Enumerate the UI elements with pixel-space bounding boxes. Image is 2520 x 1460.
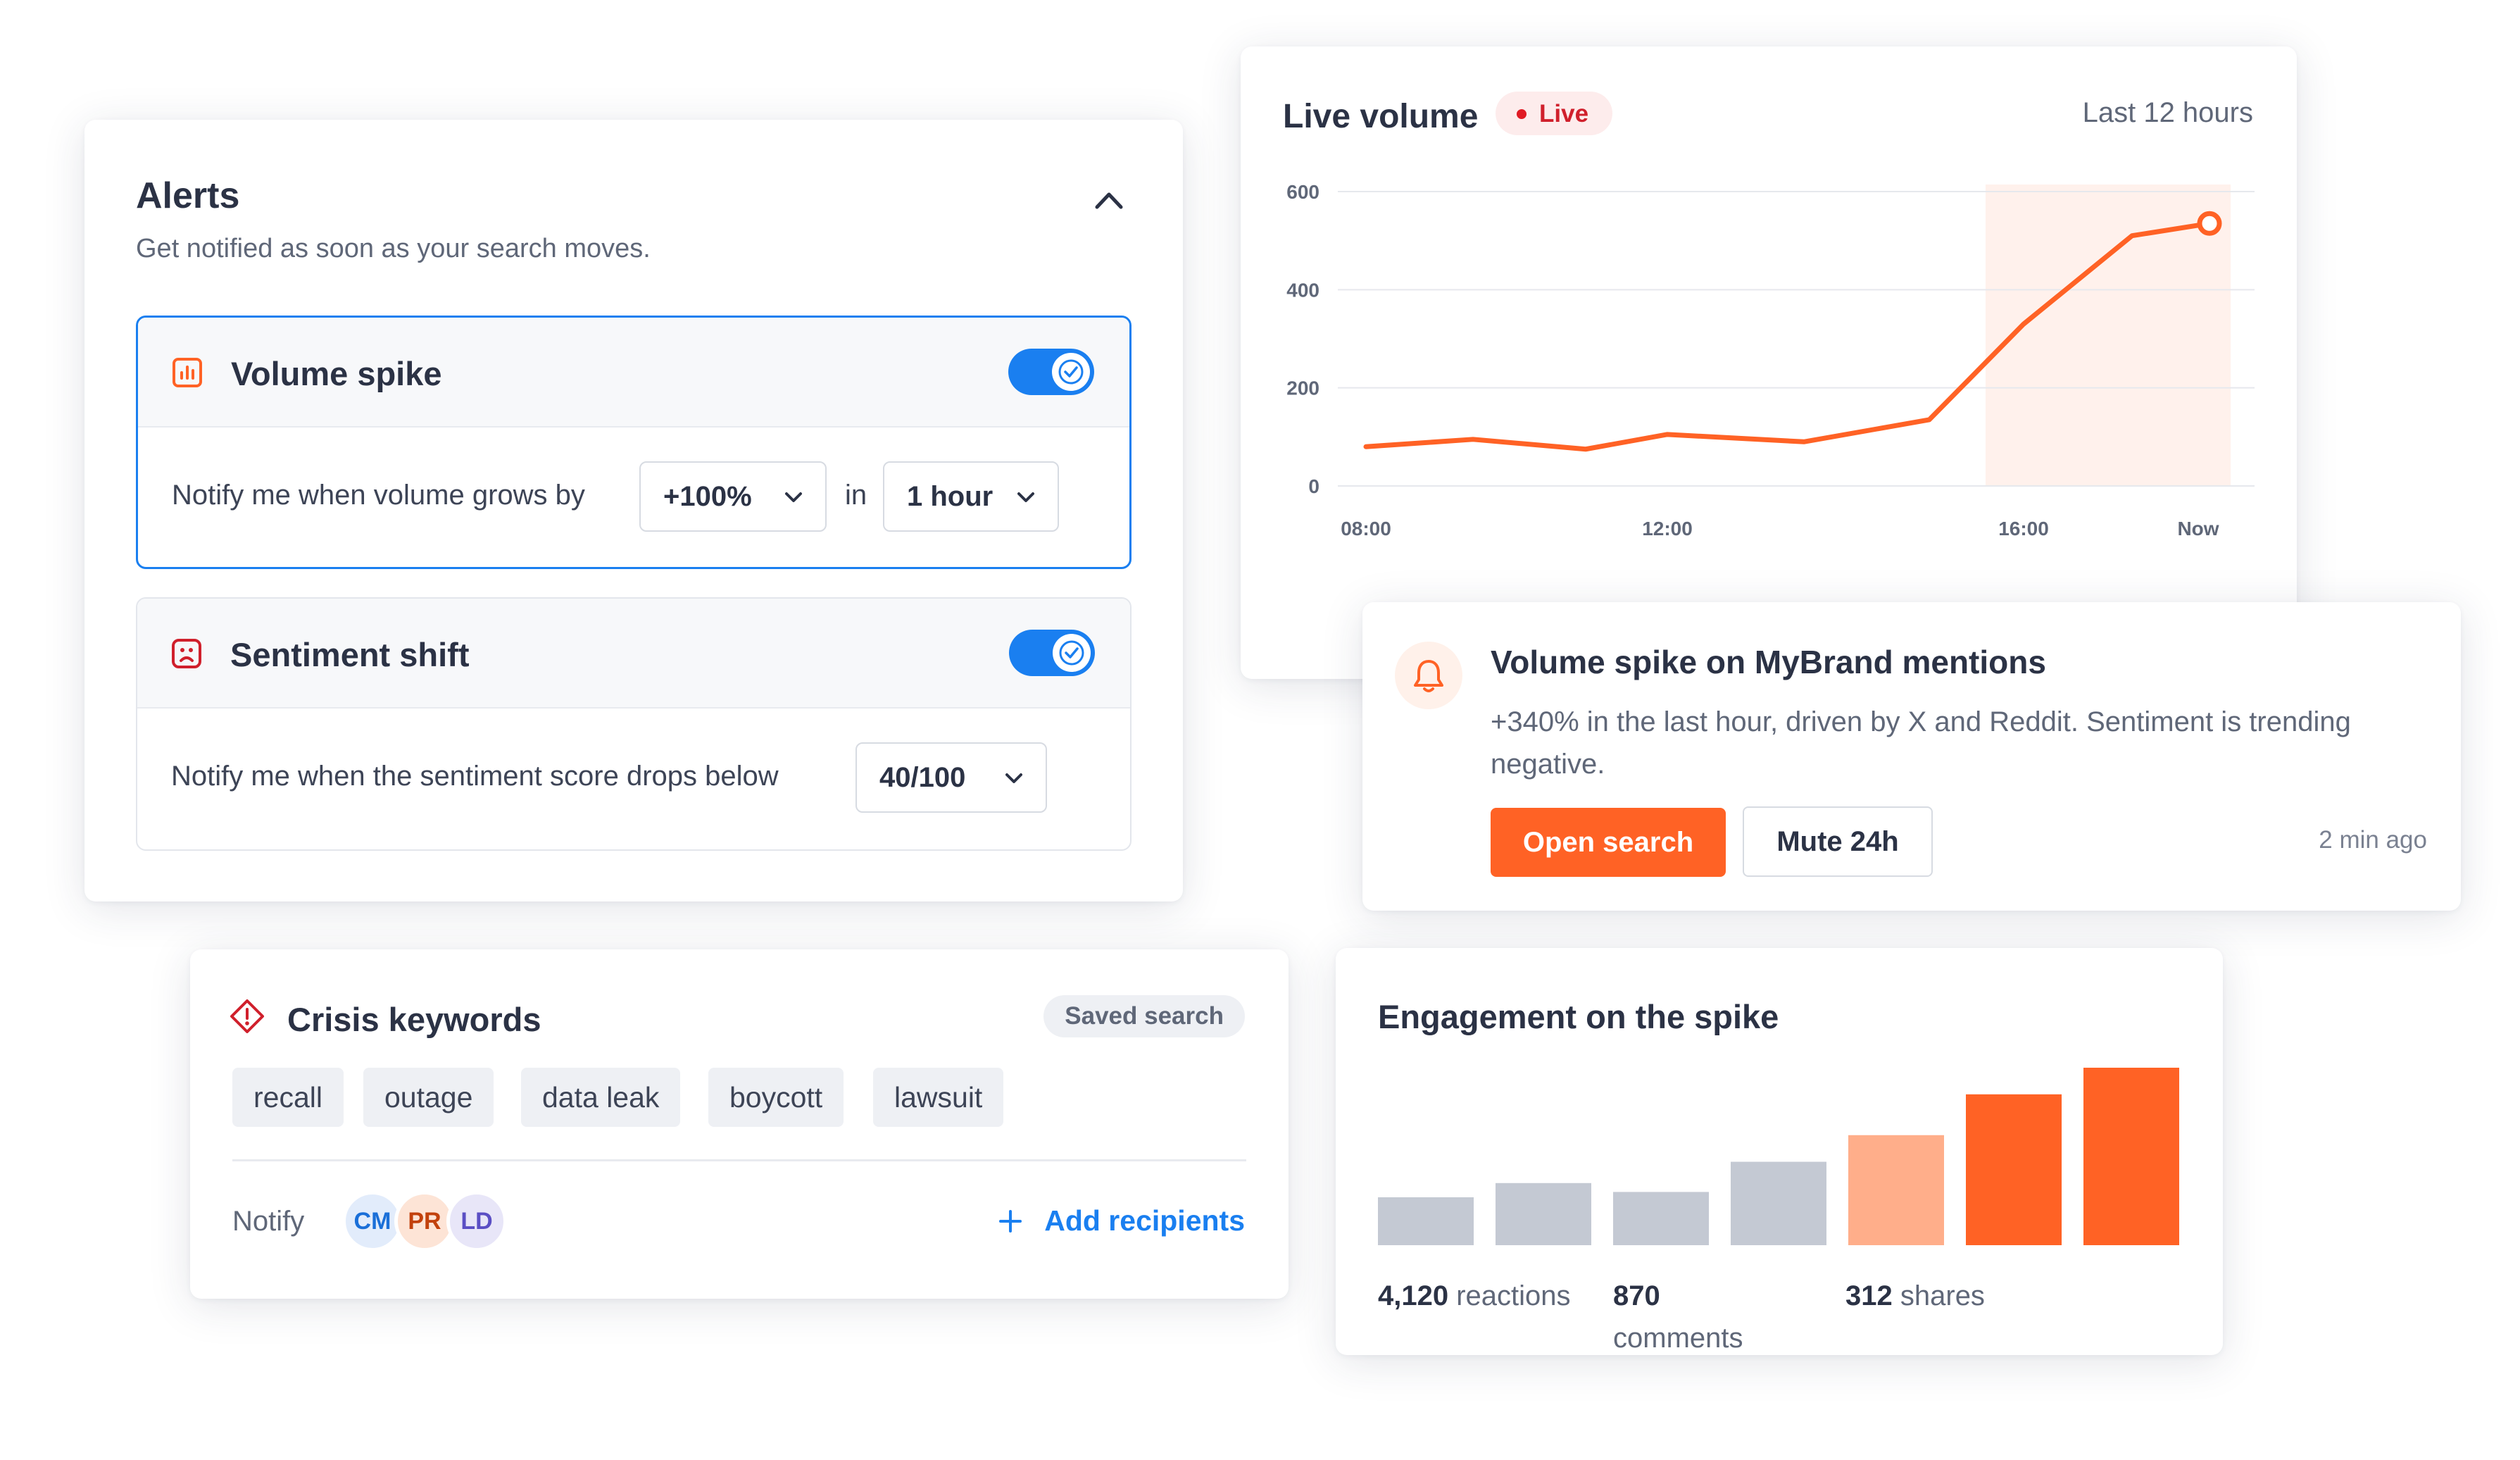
chevron-down-icon bbox=[1017, 492, 1034, 502]
y-tick-label: 600 bbox=[1286, 181, 1319, 203]
rule-name: Sentiment shift bbox=[230, 636, 470, 673]
alerts-title: Alerts bbox=[136, 175, 240, 216]
live-volume-chart: 0 200 400 600 08:00 12:00 16:00 Now bbox=[1286, 181, 2255, 539]
select-value: +100% bbox=[663, 481, 752, 512]
growth-threshold-select[interactable]: +100% bbox=[639, 461, 827, 532]
x-tick-label: 12:00 bbox=[1642, 518, 1693, 539]
stat-comments: 870 comments bbox=[1613, 1275, 1782, 1359]
connector-text: in bbox=[845, 480, 867, 511]
stat-label: comments bbox=[1613, 1323, 1743, 1354]
select-value: 1 hour bbox=[907, 481, 993, 512]
warning-diamond-icon bbox=[230, 999, 264, 1033]
engagement-bar bbox=[1378, 1197, 1474, 1245]
alerts-subtitle: Get notified as soon as your search move… bbox=[136, 234, 651, 263]
notification-time: 2 min ago bbox=[2319, 826, 2427, 854]
stat-value: 312 bbox=[1845, 1280, 1893, 1311]
engagement-bar bbox=[1496, 1183, 1591, 1245]
stat-shares: 312 shares bbox=[1845, 1275, 1985, 1317]
rule-body: Notify me when the sentiment score drops… bbox=[137, 709, 1130, 847]
x-tick-label: 08:00 bbox=[1341, 518, 1391, 539]
bar-chart-icon bbox=[173, 358, 202, 387]
alerts-card: Alerts Get notified as soon as your sear… bbox=[84, 120, 1183, 901]
rule-condition-text: Notify me when volume grows by bbox=[172, 480, 585, 511]
bell-icon bbox=[1414, 660, 1443, 692]
time-range-label[interactable]: Last 12 hours bbox=[2082, 97, 2253, 128]
live-badge: Live bbox=[1496, 92, 1612, 135]
saved-search-badge: Saved search bbox=[1043, 995, 1245, 1037]
rule-body: Notify me when volume grows by +100% in … bbox=[138, 428, 1129, 566]
open-search-button[interactable]: Open search bbox=[1491, 808, 1726, 877]
notify-label: Notify bbox=[232, 1206, 305, 1237]
x-tick-label: Now bbox=[2177, 518, 2219, 539]
engagement-bar bbox=[1966, 1094, 2062, 1245]
check-icon bbox=[1059, 640, 1084, 666]
engagement-card: Engagement on the spike 4,120 reactions … bbox=[1336, 948, 2223, 1355]
chevron-down-icon bbox=[1005, 773, 1022, 783]
volume-line bbox=[1363, 220, 2212, 452]
add-recipients-button[interactable]: Add recipients bbox=[999, 1204, 1245, 1237]
rule-sentiment-shift: Sentiment shift Notify me when the senti… bbox=[136, 597, 1132, 851]
highlight-band bbox=[1986, 185, 2231, 486]
stat-value: 870 bbox=[1613, 1280, 1660, 1311]
sentiment-threshold-select[interactable]: 40/100 bbox=[855, 742, 1047, 813]
engagement-bar bbox=[1731, 1161, 1826, 1245]
keyword-chip[interactable]: lawsuit bbox=[873, 1068, 1004, 1127]
engagement-bar bbox=[1613, 1192, 1709, 1245]
select-value: 40/100 bbox=[879, 762, 966, 793]
divider bbox=[232, 1159, 1246, 1161]
stat-reactions: 4,120 reactions bbox=[1378, 1275, 1571, 1317]
time-window-select[interactable]: 1 hour bbox=[883, 461, 1059, 532]
chevron-up-icon[interactable] bbox=[1091, 185, 1127, 213]
plus-icon bbox=[999, 1210, 1022, 1233]
live-volume-title: Live volume bbox=[1283, 98, 1479, 135]
live-dot-icon bbox=[1517, 109, 1527, 119]
y-tick-label: 200 bbox=[1286, 378, 1319, 399]
live-badge-label: Live bbox=[1539, 100, 1589, 127]
add-recipients-label: Add recipients bbox=[1044, 1204, 1245, 1237]
keyword-chip[interactable]: recall bbox=[232, 1068, 344, 1127]
engagement-bar-chart bbox=[1378, 1068, 2179, 1245]
mute-button[interactable]: Mute 24h bbox=[1743, 806, 1933, 877]
crisis-keywords-card: Crisis keywords Saved search recall outa… bbox=[190, 949, 1289, 1299]
sentiment-shift-toggle[interactable] bbox=[1009, 630, 1095, 676]
rule-header: Sentiment shift bbox=[137, 599, 1130, 709]
keyword-chip[interactable]: boycott bbox=[708, 1068, 844, 1127]
crisis-title: Crisis keywords bbox=[287, 1001, 541, 1038]
y-tick-label: 0 bbox=[1308, 475, 1319, 497]
stat-label: reactions bbox=[1456, 1280, 1571, 1311]
stat-value: 4,120 bbox=[1378, 1280, 1449, 1311]
notification-body: +340% in the last hour, driven by X and … bbox=[1491, 706, 2351, 780]
avatar: LD bbox=[446, 1191, 507, 1252]
rule-volume-spike: Volume spike Notify me when volume grows… bbox=[136, 316, 1132, 569]
rule-name: Volume spike bbox=[231, 355, 442, 392]
x-tick-label: 16:00 bbox=[1998, 518, 2049, 539]
check-icon bbox=[1058, 359, 1084, 385]
y-tick-label: 400 bbox=[1286, 279, 1319, 301]
sad-face-icon bbox=[172, 639, 201, 668]
rule-header: Volume spike bbox=[138, 318, 1129, 428]
engagement-bar bbox=[1848, 1135, 1944, 1245]
volume-spike-toggle[interactable] bbox=[1008, 349, 1094, 395]
rule-condition-text: Notify me when the sentiment score drops… bbox=[171, 761, 779, 792]
keyword-chip[interactable]: outage bbox=[363, 1068, 494, 1127]
engagement-title: Engagement on the spike bbox=[1378, 998, 1779, 1035]
keyword-chip[interactable]: data leak bbox=[521, 1068, 681, 1127]
engagement-bar bbox=[2083, 1068, 2179, 1245]
stat-label: shares bbox=[1900, 1280, 1985, 1311]
notification-icon-wrap bbox=[1395, 642, 1462, 709]
spike-notification: Volume spike on MyBrand mentions +340% i… bbox=[1362, 602, 2461, 911]
notification-title: Volume spike on MyBrand mentions bbox=[1491, 644, 2046, 680]
live-volume-card: 0 200 400 600 08:00 12:00 16:00 Now Live volume… bbox=[1241, 46, 2297, 679]
latest-point bbox=[2197, 211, 2222, 236]
chevron-down-icon bbox=[785, 492, 802, 502]
